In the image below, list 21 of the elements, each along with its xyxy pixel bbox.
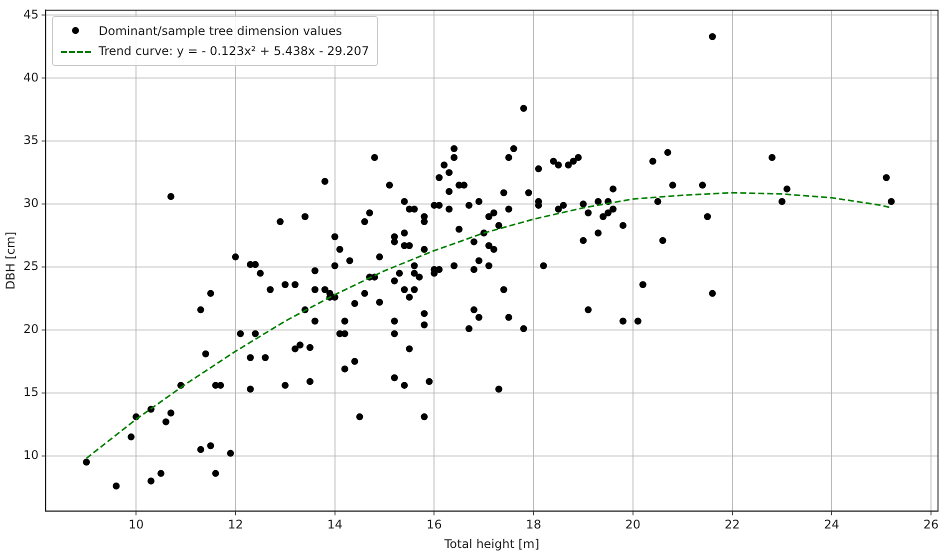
legend-label: Trend curve: y = - 0.123x² + 5.438x - 29.207 xyxy=(98,44,370,58)
y-tick-label: 30 xyxy=(23,196,39,210)
y-tick-label: 40 xyxy=(23,70,39,84)
legend-label: Dominant/sample tree dimension values xyxy=(98,24,342,38)
y-tick-label: 45 xyxy=(23,7,39,22)
x-tick-label: 10 xyxy=(128,518,144,532)
y-tick-label: 10 xyxy=(23,448,39,462)
y-axis-title: DBH [cm] xyxy=(3,232,18,290)
y-tick-label: 25 xyxy=(23,259,39,274)
x-tick-label: 14 xyxy=(327,518,342,532)
x-tick-label: 22 xyxy=(724,518,740,532)
y-tick-label: 35 xyxy=(23,133,39,148)
x-tick-label: 26 xyxy=(923,518,939,532)
x-tick-label: 12 xyxy=(228,518,244,532)
x-tick-label: 18 xyxy=(526,518,542,532)
y-tick-label: 20 xyxy=(23,322,39,336)
y-tick-label: 15 xyxy=(23,385,39,399)
x-tick-label: 24 xyxy=(824,518,840,532)
x-tick-label: 20 xyxy=(625,518,641,532)
x-tick-label: 16 xyxy=(426,518,442,532)
x-axis-title: Total height [m] xyxy=(443,536,540,551)
